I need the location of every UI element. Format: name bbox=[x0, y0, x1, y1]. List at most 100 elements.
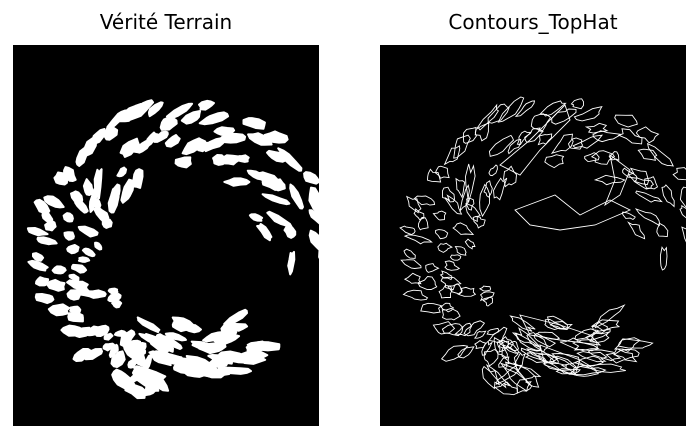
contour-outline bbox=[406, 195, 422, 214]
mask-blob bbox=[242, 117, 266, 130]
mask-blob bbox=[198, 99, 215, 111]
contour-outline bbox=[613, 337, 641, 352]
contour-outline bbox=[621, 211, 636, 221]
mask-blob bbox=[26, 227, 49, 237]
contour-outline bbox=[427, 168, 442, 183]
mask-blob bbox=[36, 236, 58, 246]
contour-outline bbox=[457, 346, 475, 359]
mask-blob bbox=[173, 364, 197, 375]
mask-blob bbox=[27, 259, 49, 272]
mask-blob bbox=[136, 316, 161, 334]
contour-outline bbox=[444, 260, 461, 271]
mask-blob bbox=[110, 350, 126, 368]
merged-contour bbox=[539, 344, 581, 376]
merged-contour bbox=[499, 104, 571, 176]
mask-blob bbox=[72, 348, 92, 362]
mask-blob bbox=[116, 166, 128, 178]
contour-outline bbox=[493, 336, 508, 359]
mask-blob bbox=[133, 365, 167, 382]
contour-outline bbox=[466, 197, 475, 211]
contour-outline bbox=[483, 180, 493, 198]
contour-outline bbox=[439, 270, 453, 281]
contour-outline bbox=[679, 186, 686, 208]
mask-blob bbox=[63, 231, 75, 241]
mask-blob bbox=[108, 343, 119, 358]
contour-outline bbox=[425, 263, 440, 273]
contour-outline bbox=[503, 165, 517, 188]
contour-outline bbox=[679, 204, 686, 219]
contour-outline bbox=[524, 352, 548, 363]
contour-outline bbox=[403, 248, 416, 259]
mask-blob bbox=[35, 276, 50, 287]
contour-outline bbox=[605, 348, 638, 364]
contour-outline bbox=[574, 328, 599, 341]
contour-outline bbox=[465, 202, 481, 223]
contour-outline bbox=[434, 165, 450, 179]
mask-blob bbox=[308, 209, 319, 225]
contour-outline bbox=[635, 190, 663, 203]
ground-truth-image bbox=[13, 45, 319, 426]
contour-outline bbox=[627, 167, 649, 186]
mask-blob bbox=[308, 186, 319, 217]
contour-outline bbox=[617, 128, 643, 145]
mask-blob bbox=[236, 154, 250, 163]
mask-blob bbox=[266, 210, 293, 229]
contour-outline bbox=[440, 276, 462, 291]
contour-outline bbox=[437, 242, 453, 253]
contour-outline bbox=[465, 163, 476, 203]
contour-outline bbox=[444, 194, 463, 215]
mask-blob bbox=[68, 273, 80, 282]
mask-blob bbox=[261, 193, 291, 206]
contour-outline bbox=[438, 284, 453, 299]
contour-outline bbox=[550, 321, 573, 330]
contour-outline bbox=[474, 122, 490, 142]
mask-blob bbox=[152, 130, 169, 143]
mask-blob bbox=[77, 256, 91, 263]
mask-blob bbox=[66, 244, 80, 255]
contour-outline bbox=[635, 126, 660, 144]
mask-blob bbox=[111, 183, 121, 199]
mask-blob bbox=[60, 324, 86, 337]
mask-blob bbox=[77, 225, 99, 238]
contour-outline bbox=[507, 138, 522, 155]
contour-outline bbox=[672, 167, 686, 181]
mask-blob bbox=[93, 206, 110, 224]
mask-blob bbox=[51, 265, 67, 275]
merged-contour bbox=[519, 314, 602, 346]
contour-outline bbox=[441, 323, 464, 337]
contour-outline bbox=[488, 164, 498, 177]
contour-outline bbox=[614, 114, 638, 128]
contour-outline bbox=[551, 108, 577, 125]
mask-blob bbox=[245, 340, 265, 354]
contour-outline bbox=[539, 100, 567, 117]
contour-outline bbox=[449, 254, 462, 261]
contour-outline bbox=[644, 176, 659, 190]
contour-outline bbox=[499, 362, 533, 392]
contour-outline bbox=[591, 321, 608, 334]
mask-blob bbox=[130, 99, 155, 121]
mask-blob bbox=[122, 341, 136, 360]
mask-blob bbox=[91, 128, 107, 145]
contour-outline bbox=[593, 174, 626, 186]
contour-outline bbox=[443, 145, 461, 166]
contour-outline bbox=[413, 207, 425, 221]
mask-blob bbox=[71, 263, 88, 274]
mask-blob bbox=[70, 190, 84, 205]
contour-outline bbox=[482, 296, 493, 307]
contour-outline bbox=[454, 322, 473, 337]
mask-blob bbox=[190, 340, 221, 352]
contour-outline bbox=[514, 327, 542, 352]
mask-blob bbox=[34, 293, 55, 305]
contour-outline bbox=[432, 210, 447, 221]
contour-outline bbox=[476, 103, 500, 131]
contour-outline bbox=[440, 302, 455, 313]
contour-outline bbox=[633, 177, 655, 190]
mask-blob bbox=[88, 187, 99, 213]
mask-blob bbox=[308, 229, 319, 251]
contour-outline bbox=[590, 150, 616, 165]
contour-outline bbox=[454, 246, 467, 256]
mask-blob bbox=[303, 171, 319, 185]
contour-outline bbox=[516, 379, 532, 394]
contour-outline bbox=[442, 186, 455, 203]
contour-outline bbox=[479, 183, 490, 218]
